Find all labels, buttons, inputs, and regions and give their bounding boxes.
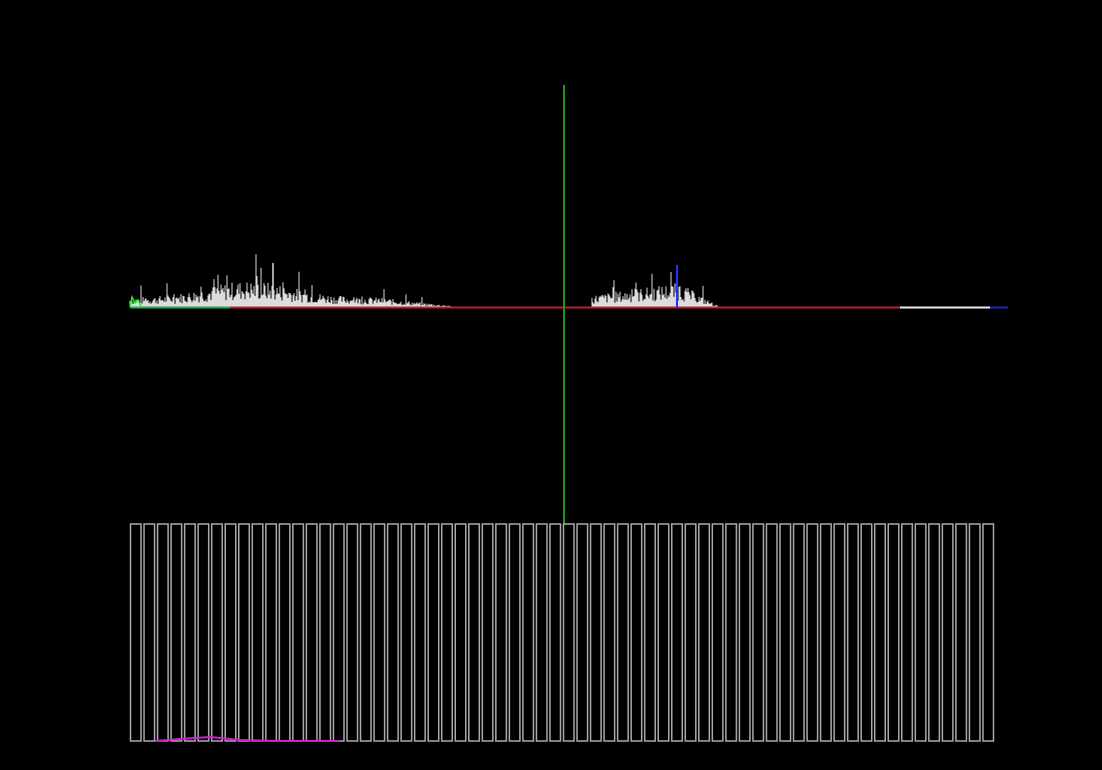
bar-outline bbox=[603, 523, 616, 742]
bar-outline bbox=[941, 523, 954, 742]
bar-outline bbox=[197, 523, 210, 742]
bar-outline bbox=[562, 523, 575, 742]
bar-outline bbox=[576, 523, 589, 742]
bar-outline bbox=[968, 523, 981, 742]
bar-outline bbox=[725, 523, 738, 742]
bar-outline bbox=[589, 523, 602, 742]
bar-outline bbox=[616, 523, 629, 742]
bar-outline bbox=[224, 523, 237, 742]
bar-outline bbox=[129, 523, 142, 742]
bar-outline bbox=[481, 523, 494, 742]
bar-outline bbox=[671, 523, 684, 742]
green-spike bbox=[129, 294, 142, 308]
bar-outline bbox=[427, 523, 440, 742]
bar-outline bbox=[914, 523, 927, 742]
bar-outline bbox=[860, 523, 873, 742]
bar-outline bbox=[711, 523, 724, 742]
bar-outline bbox=[373, 523, 386, 742]
bar-outline bbox=[819, 523, 832, 742]
bar-outline bbox=[684, 523, 697, 742]
bar-outline bbox=[413, 523, 426, 742]
bar-outline bbox=[359, 523, 372, 742]
bar-outline bbox=[535, 523, 548, 742]
bar-outline bbox=[752, 523, 765, 742]
bar-outline bbox=[928, 523, 941, 742]
bar-outline bbox=[765, 523, 778, 742]
bar-outline bbox=[873, 523, 886, 742]
bar-outline bbox=[386, 523, 399, 742]
bar-outline bbox=[170, 523, 183, 742]
bar-outline bbox=[346, 523, 359, 742]
bar-outline bbox=[657, 523, 670, 742]
bar-outline bbox=[738, 523, 751, 742]
bar-outline bbox=[400, 523, 413, 742]
bar-outline bbox=[468, 523, 481, 742]
bar-outline bbox=[982, 523, 995, 742]
bar-outline bbox=[508, 523, 521, 742]
magenta-trace bbox=[154, 735, 340, 742]
bar-outline bbox=[522, 523, 535, 742]
bar-outline bbox=[833, 523, 846, 742]
bar-outline bbox=[779, 523, 792, 742]
bar-outline bbox=[495, 523, 508, 742]
bar-outline bbox=[792, 523, 805, 742]
bar-outline bbox=[698, 523, 711, 742]
bar-outline bbox=[440, 523, 453, 742]
bar-outline bbox=[454, 523, 467, 742]
bar-outline bbox=[549, 523, 562, 742]
bar-outline bbox=[806, 523, 819, 742]
bar-outline bbox=[846, 523, 859, 742]
bar-outline bbox=[955, 523, 968, 742]
bar-outline bbox=[901, 523, 914, 742]
bar-outline bbox=[183, 523, 196, 742]
bar-outline bbox=[630, 523, 643, 742]
bar-outline bbox=[643, 523, 656, 742]
bar-outline bbox=[887, 523, 900, 742]
bar-outline bbox=[143, 523, 156, 742]
bar-outline bbox=[210, 523, 223, 742]
